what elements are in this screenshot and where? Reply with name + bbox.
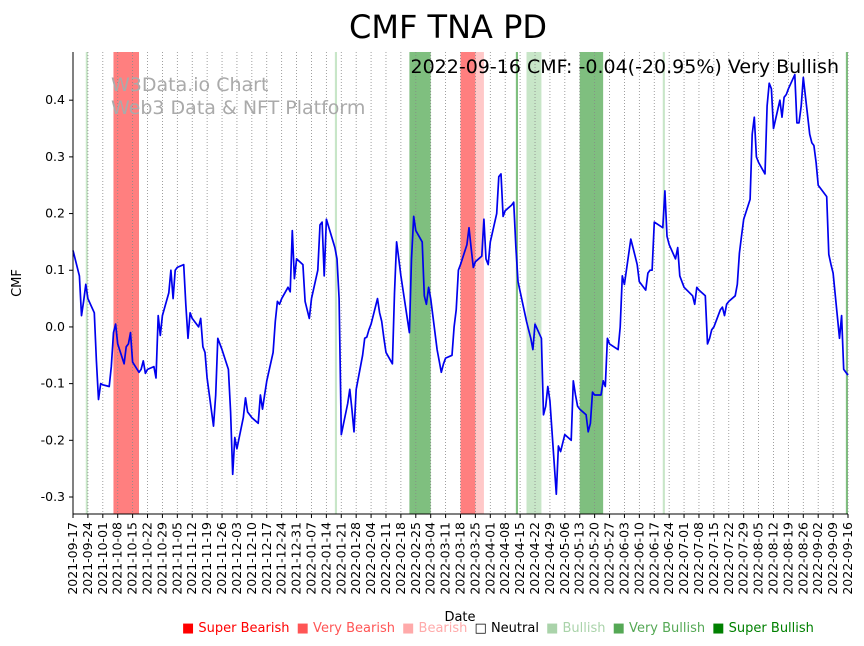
x-tick-label: 2022-03-25 (467, 522, 482, 595)
x-tick-label: 2022-06-03 (616, 522, 631, 595)
legend-item-very-bearish: ■ Very Bearish (296, 621, 395, 636)
y-tick-label: 0.2 (45, 206, 65, 221)
y-tick-label: -0.1 (41, 376, 65, 391)
y-tick-label: -0.3 (41, 489, 65, 504)
x-tick-label: 2021-11-26 (214, 522, 229, 595)
x-tick-label: 2022-01-28 (348, 522, 363, 595)
region-9 (662, 52, 665, 514)
region-4 (460, 52, 476, 514)
x-tick-label: 2022-02-25 (408, 522, 423, 595)
x-tick-label: 2022-03-18 (453, 522, 468, 595)
legend-item-super-bearish: ■ Super Bearish (182, 621, 290, 636)
x-tick-label: 2022-07-08 (691, 522, 706, 595)
legend-item-bearish: ■ Bearish (402, 621, 468, 636)
watermark-line-2: Web3 Data & NFT Platform (111, 97, 365, 119)
x-tick-label: 2022-03-04 (423, 522, 438, 595)
x-tick-label: 2022-05-20 (587, 522, 602, 595)
region-1 (113, 52, 140, 514)
legend-item-very-bullish: ■ Very Bullish (612, 621, 706, 636)
x-tick-label: 2021-12-24 (274, 522, 289, 595)
x-tick-label: 2021-09-24 (80, 522, 95, 595)
x-tick-label: 2021-10-29 (154, 522, 169, 595)
x-tick-label: 2022-09-16 (840, 522, 855, 595)
y-tick-label: 0.1 (45, 262, 65, 277)
x-tick-label: 2022-07-15 (706, 522, 721, 595)
x-tick-label: 2022-04-22 (527, 522, 542, 595)
x-tick-label: 2022-01-07 (303, 522, 318, 595)
x-tick-label: 2022-09-02 (810, 522, 825, 595)
region-7 (526, 52, 542, 514)
x-tick-label: 2021-11-05 (169, 522, 184, 595)
x-tick-label: 2021-12-03 (229, 522, 244, 595)
region-0 (85, 52, 88, 514)
x-tick-label: 2022-03-11 (438, 522, 453, 595)
cmf-series (72, 73, 849, 496)
x-tick-label: 2021-12-10 (244, 522, 259, 595)
x-tick-label: 2022-08-12 (765, 522, 780, 595)
x-tick-label: 2022-06-17 (646, 522, 661, 595)
x-tick-label: 2022-01-14 (318, 522, 333, 595)
x-tick-label: 2021-10-08 (110, 522, 125, 595)
latest-value-annotation: 2022-09-16 CMF: -0.04(-20.95%) Very Bull… (410, 56, 839, 78)
x-tick-label: 2022-07-01 (676, 522, 691, 595)
y-tick-label: 0.3 (45, 149, 65, 164)
x-tick-label: 2022-08-19 (780, 522, 795, 595)
region-2 (334, 52, 338, 514)
x-tick-label: 2022-06-24 (661, 522, 676, 595)
region-6 (515, 52, 518, 514)
x-tick-label: 2021-12-31 (289, 522, 304, 595)
x-tick-label: 2022-04-08 (497, 522, 512, 595)
chart-title: CMF TNA PD (349, 8, 547, 46)
x-tick-label: 2021-09-17 (65, 522, 80, 595)
x-tick-label: 2021-11-19 (199, 522, 214, 595)
legend-item-bullish: ■ Bullish (546, 621, 606, 636)
x-tick-label: 2022-07-22 (721, 522, 736, 595)
region-8 (579, 52, 604, 514)
x-tick-label: 2021-10-15 (125, 522, 140, 595)
region-3 (409, 52, 431, 514)
signal-regions (85, 52, 848, 514)
region-10 (845, 52, 848, 514)
x-tick-label: 2021-11-12 (184, 522, 199, 595)
x-tick-label: 2022-08-05 (751, 522, 766, 595)
region-5 (475, 52, 484, 514)
x-tick-label: 2022-08-26 (795, 522, 810, 595)
watermark-line-1: W3Data.io Chart (111, 74, 268, 96)
x-tick-label: 2022-04-01 (482, 522, 497, 595)
cmf-line (72, 73, 849, 496)
legend: ■ Super Bearish ■ Very Bearish ■ Bearish… (182, 621, 817, 636)
x-tick-label: 2022-02-04 (363, 522, 378, 595)
x-tick-label: 2021-10-01 (95, 522, 110, 595)
x-tick-label: 2022-01-21 (333, 522, 348, 595)
legend-item-super-bullish: ■ Super Bullish (712, 621, 814, 636)
y-tick-label: 0.4 (45, 92, 65, 107)
x-tick-label: 2021-12-17 (259, 522, 274, 595)
x-tick-label: 2022-06-10 (631, 522, 646, 595)
y-axis-label: CMF (10, 269, 25, 297)
x-tick-label: 2022-04-29 (542, 522, 557, 595)
vertical-gridlines (72, 52, 849, 514)
x-tick-label: 2022-07-29 (736, 522, 751, 595)
x-tick-label: 2021-10-22 (140, 522, 155, 595)
y-tick-label: -0.2 (41, 432, 65, 447)
x-tick-label: 2022-04-15 (512, 522, 527, 595)
x-tick-label: 2022-05-27 (602, 522, 617, 595)
x-tick-label: 2022-05-13 (572, 522, 587, 595)
x-tick-label: 2022-09-09 (825, 522, 840, 595)
x-axis-label: Date (444, 610, 475, 625)
y-tick-label: 0.0 (45, 319, 65, 334)
legend-item-neutral: □ Neutral (474, 621, 539, 636)
x-tick-label: 2022-05-06 (557, 522, 572, 595)
x-tick-label: 2022-02-11 (378, 522, 393, 595)
x-tick-label: 2022-02-18 (393, 522, 408, 595)
